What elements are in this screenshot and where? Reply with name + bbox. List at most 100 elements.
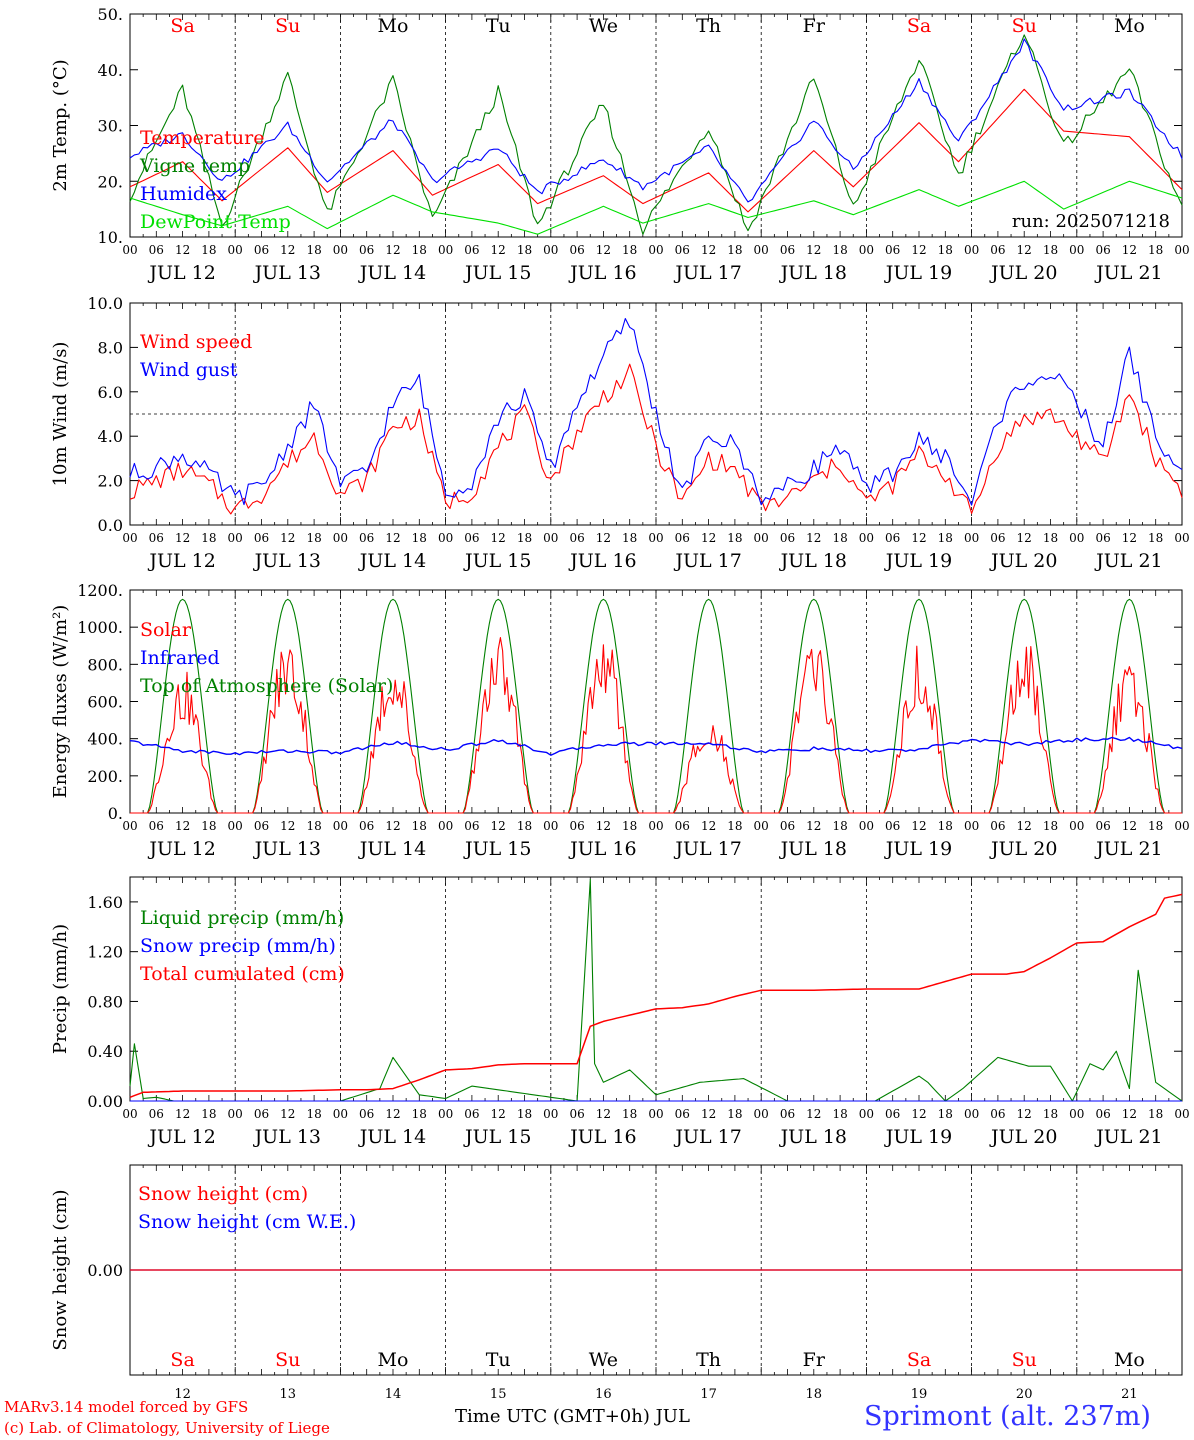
day-number: 21 xyxy=(1121,1387,1138,1402)
day-label: JUL 18 xyxy=(779,550,847,572)
legend-temperature: Temperature xyxy=(140,127,264,149)
model-credit: MARv3.14 model forced by GFS xyxy=(4,1398,249,1416)
hour-tick-label: 12 xyxy=(911,531,926,545)
weekday-label: Mo xyxy=(1114,15,1145,37)
hour-tick-label: 00 xyxy=(1174,819,1189,833)
y-tick-label: 0.80 xyxy=(87,992,123,1011)
hour-tick-label: 18 xyxy=(412,1107,427,1121)
hour-tick-label: 00 xyxy=(648,819,663,833)
hour-tick-label: 06 xyxy=(885,243,900,257)
hour-tick-label: 06 xyxy=(359,531,374,545)
day-label: JUL 13 xyxy=(253,262,321,284)
hour-tick-label: 18 xyxy=(306,243,321,257)
hour-tick-label: 06 xyxy=(990,1107,1005,1121)
hour-tick-label: 18 xyxy=(832,531,847,545)
day-label: JUL 16 xyxy=(568,1126,636,1148)
hour-tick-label: 06 xyxy=(569,819,584,833)
hour-tick-label: 06 xyxy=(359,243,374,257)
y-tick-label: 10.0 xyxy=(87,294,123,313)
y-axis-label: Energy fluxes (W/m²) xyxy=(50,605,71,799)
weekday-label: Sa xyxy=(907,1349,931,1371)
hour-tick-label: 18 xyxy=(412,531,427,545)
day-label: JUL 17 xyxy=(673,1126,741,1148)
y-tick-label: 0.0 xyxy=(98,516,123,535)
hour-tick-label: 12 xyxy=(701,819,716,833)
hour-tick-label: 12 xyxy=(280,819,295,833)
hour-tick-label: 18 xyxy=(306,819,321,833)
weekday-label: Su xyxy=(275,15,300,37)
hour-tick-label: 18 xyxy=(517,819,532,833)
y-tick-label: 50. xyxy=(98,5,123,24)
run-label: run: 2025071218 xyxy=(1012,211,1170,232)
hour-tick-label: 18 xyxy=(412,819,427,833)
hour-tick-label: 00 xyxy=(228,819,243,833)
hour-tick-label: 18 xyxy=(1148,1107,1163,1121)
hour-tick-label: 06 xyxy=(569,243,584,257)
legend-snow-precip-mm-h: Snow precip (mm/h) xyxy=(140,935,336,957)
day-label: JUL 17 xyxy=(673,550,741,572)
legend-snow-height-cm-w-e: Snow height (cm W.E.) xyxy=(138,1211,356,1233)
hour-tick-label: 12 xyxy=(385,243,400,257)
day-number: 15 xyxy=(490,1387,507,1402)
hour-tick-label: 18 xyxy=(938,531,953,545)
hour-tick-label: 00 xyxy=(122,243,137,257)
hour-tick-label: 18 xyxy=(832,1107,847,1121)
legend-solar: Solar xyxy=(140,619,192,641)
legend-vigne-temp: Vigne temp xyxy=(139,155,250,177)
x-axis-title: Time UTC (GMT+0h) JUL xyxy=(455,1406,690,1427)
legend-liquid-precip-mm-h: Liquid precip (mm/h) xyxy=(140,907,344,929)
hour-tick-label: 18 xyxy=(832,243,847,257)
hour-tick-label: 18 xyxy=(201,531,216,545)
hour-tick-label: 12 xyxy=(491,1107,506,1121)
y-tick-label: 600. xyxy=(87,693,123,712)
hour-tick-label: 18 xyxy=(201,243,216,257)
lab-credit: (c) Lab. of Climatology, University of L… xyxy=(4,1419,330,1437)
hour-tick-label: 12 xyxy=(806,1107,821,1121)
hour-tick-label: 12 xyxy=(175,243,190,257)
day-number: 12 xyxy=(174,1387,191,1402)
hour-tick-label: 18 xyxy=(832,819,847,833)
panel-frame-1 xyxy=(129,13,1183,238)
y-tick-label: 800. xyxy=(87,655,123,674)
hour-tick-label: 06 xyxy=(675,243,690,257)
hour-tick-label: 12 xyxy=(596,819,611,833)
hour-tick-label: 06 xyxy=(149,1107,164,1121)
hour-tick-label: 12 xyxy=(491,531,506,545)
hour-tick-label: 12 xyxy=(1017,1107,1032,1121)
hour-tick-label: 18 xyxy=(727,531,742,545)
day-label: JUL 21 xyxy=(1094,1126,1162,1148)
hour-tick-label: 00 xyxy=(964,1107,979,1121)
day-number: 14 xyxy=(385,1387,402,1402)
hour-tick-label: 00 xyxy=(964,819,979,833)
day-label: JUL 20 xyxy=(989,1126,1057,1148)
hour-tick-label: 00 xyxy=(648,1107,663,1121)
day-label: JUL 13 xyxy=(253,1126,321,1148)
hour-tick-label: 18 xyxy=(201,819,216,833)
hour-tick-label: 06 xyxy=(254,531,269,545)
day-number: 19 xyxy=(911,1387,928,1402)
day-label: JUL 19 xyxy=(884,550,952,572)
hour-tick-label: 18 xyxy=(1043,531,1058,545)
hour-tick-label: 00 xyxy=(543,819,558,833)
hour-tick-label: 12 xyxy=(596,243,611,257)
weekday-label: Su xyxy=(1012,15,1037,37)
hour-tick-label: 12 xyxy=(175,819,190,833)
hour-tick-label: 12 xyxy=(1017,531,1032,545)
hour-tick-label: 12 xyxy=(1122,531,1137,545)
hour-tick-label: 06 xyxy=(1095,243,1110,257)
legend-humidex: Humidex xyxy=(140,183,227,205)
y-tick-label: 20. xyxy=(98,172,123,191)
day-label: JUL 16 xyxy=(568,262,636,284)
hour-tick-label: 12 xyxy=(1122,243,1137,257)
y-tick-label: 1.20 xyxy=(87,943,123,962)
y-axis-label: 2m Temp. (°C) xyxy=(50,59,71,191)
day-label: JUL 19 xyxy=(884,838,952,860)
hour-tick-label: 12 xyxy=(1122,819,1137,833)
y-tick-label: 10. xyxy=(98,228,123,247)
day-label: JUL 17 xyxy=(673,262,741,284)
hour-tick-label: 12 xyxy=(280,243,295,257)
hour-tick-label: 18 xyxy=(622,819,637,833)
hour-tick-label: 06 xyxy=(885,1107,900,1121)
